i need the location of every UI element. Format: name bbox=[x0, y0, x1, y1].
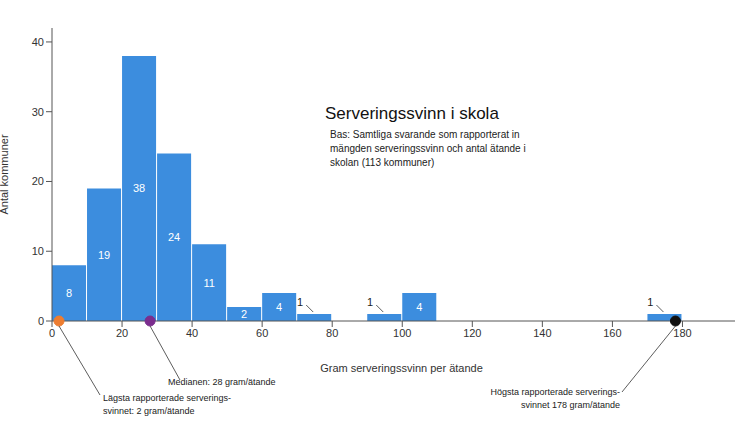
svg-text:100: 100 bbox=[393, 327, 411, 339]
svg-text:2: 2 bbox=[241, 308, 247, 320]
svg-text:11: 11 bbox=[203, 277, 214, 289]
svg-text:0: 0 bbox=[49, 327, 55, 339]
svg-text:40: 40 bbox=[32, 36, 44, 48]
svg-text:4: 4 bbox=[276, 301, 282, 313]
svg-text:24: 24 bbox=[168, 231, 180, 243]
svg-text:1: 1 bbox=[647, 296, 653, 308]
svg-text:0: 0 bbox=[38, 315, 44, 327]
svg-text:19: 19 bbox=[98, 249, 110, 261]
html-text:Medianen: 28 gram/ätande: Medianen: 28 gram/ätande bbox=[168, 377, 276, 387]
html-text:Lägsta rapporterade serverings: Lägsta rapporterade serverings- svinnet:… bbox=[103, 393, 232, 416]
svg-text:120: 120 bbox=[463, 327, 481, 339]
svg-text:60: 60 bbox=[256, 327, 268, 339]
svg-text:8: 8 bbox=[66, 287, 72, 299]
svg-text:180: 180 bbox=[673, 327, 691, 339]
svg-text:1: 1 bbox=[367, 296, 373, 308]
svg-text:160: 160 bbox=[603, 327, 621, 339]
svg-text:20: 20 bbox=[116, 327, 128, 339]
svg-text:30: 30 bbox=[32, 106, 44, 118]
svg-text:4: 4 bbox=[416, 301, 422, 313]
svg-text:38: 38 bbox=[133, 182, 145, 194]
svg-text:40: 40 bbox=[186, 327, 198, 339]
svg-text:20: 20 bbox=[32, 175, 44, 187]
html-text:Bas: Samtliga svarande som rap: Bas: Samtliga svarande som rapporterat i… bbox=[330, 129, 526, 168]
html-text:Serveringssvinn i skola: Serveringssvinn i skola bbox=[325, 104, 499, 123]
svg-text:Antal kommuner: Antal kommuner bbox=[8, 134, 10, 214]
svg-text:140: 140 bbox=[533, 327, 551, 339]
svg-text:1: 1 bbox=[297, 296, 303, 308]
svg-text:10: 10 bbox=[32, 245, 44, 257]
html-text:Högsta rapporterade serverings: Högsta rapporterade serverings- svinnet … bbox=[490, 387, 620, 410]
html-text:Gram serveringssvinn per ätand: Gram serveringssvinn per ätande bbox=[320, 362, 483, 374]
svg-text:80: 80 bbox=[326, 327, 338, 339]
